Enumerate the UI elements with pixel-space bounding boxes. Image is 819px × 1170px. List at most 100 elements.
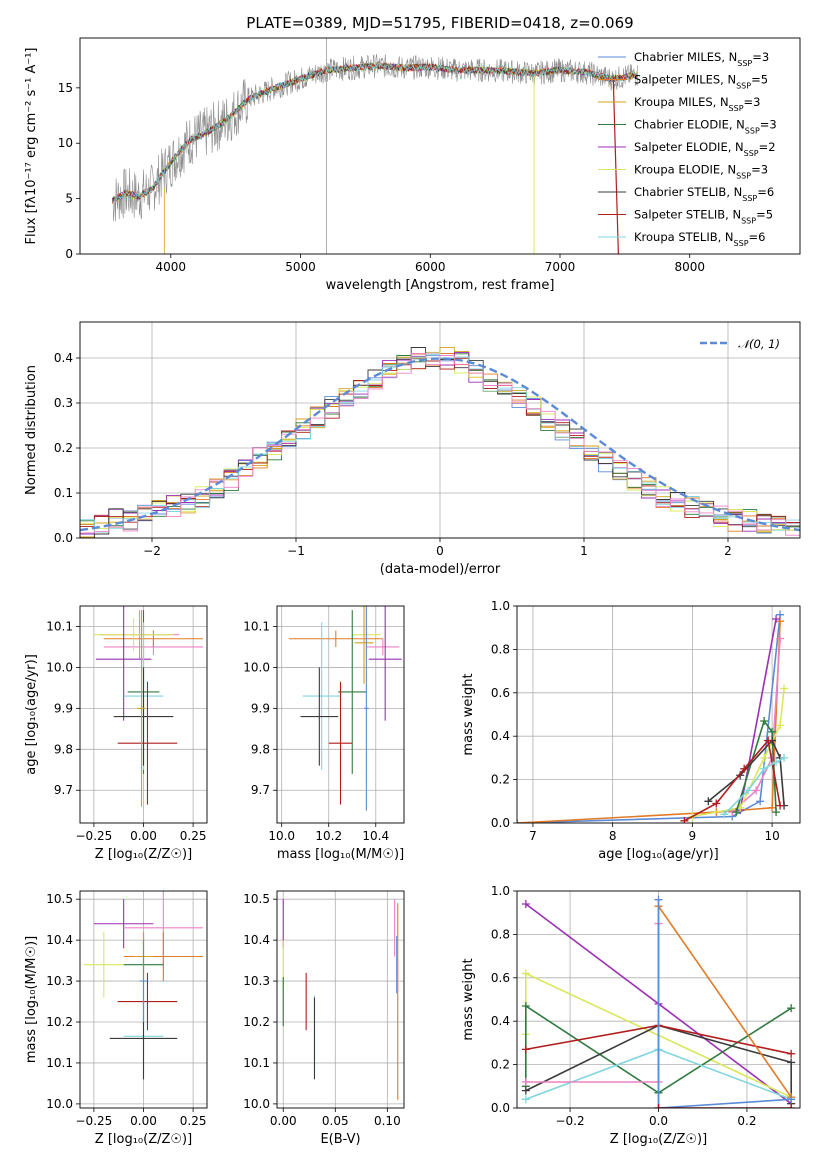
x-tick-label: 1: [580, 544, 588, 558]
x-axis-label: E(B-V): [320, 1132, 360, 1147]
y-tick-label: 0.0: [54, 531, 73, 545]
x-tick-label: −0.25: [76, 829, 113, 843]
plot-area: [83, 891, 204, 1080]
x-tick-label: 10.0: [268, 829, 295, 843]
y-tick-label: 0.2: [54, 441, 73, 455]
y-tick-label: 10.1: [46, 1056, 73, 1070]
plot-frame: [276, 890, 405, 1109]
legend-entry: 𝒩(0, 1): [738, 337, 780, 351]
x-axis-label: Z [log₁₀(Z/Z☉)]: [610, 1132, 707, 1147]
plot-area: [282, 899, 399, 1100]
weight-marker: [732, 808, 741, 817]
y-tick-label: 0.4: [54, 351, 73, 365]
model-spectrum-5: [112, 62, 638, 204]
weight-series-3: [525, 1024, 792, 1104]
weight-marker: [772, 758, 781, 767]
y-tick-label: 10.4: [243, 933, 270, 947]
legend-entry: Chabrier MILES, NSSP=3: [634, 50, 769, 68]
y-tick-label: 10.4: [46, 933, 73, 947]
model-spectrum-4: [112, 62, 638, 204]
x-tick-label: 10: [764, 829, 779, 843]
y-tick-label: 10.0: [46, 660, 73, 674]
weight-marker: [756, 797, 765, 806]
weight-marker: [521, 1086, 530, 1095]
model-spectrum-1: [112, 61, 638, 204]
weight-marker: [787, 1049, 796, 1058]
model-spectrum-6: [112, 62, 638, 201]
weight-marker: [521, 969, 530, 978]
legend-entry: Salpeter ELODIE, NSSP=2: [634, 140, 776, 158]
y-tick-label: 1.0: [491, 599, 510, 613]
legend-entry: Kroupa ELODIE, NSSP=3: [634, 163, 768, 181]
y-tick-label: 1.0: [491, 884, 510, 898]
weight-marker: [521, 1002, 530, 1011]
model-spectrum-3: [112, 62, 638, 203]
x-tick-label: 8000: [674, 260, 705, 274]
model-spectrum-7: [112, 61, 638, 204]
x-axis-label: Z [log₁₀(Z/Z☉)]: [95, 847, 192, 862]
chart-mass-vs-Z: −0.25 0.00 0.25 10.0 10.1 10.2 10.3 10.4 10.5 Z […: [24, 890, 208, 1147]
weight-marker: [740, 764, 749, 773]
model-spectrum-0: [112, 61, 638, 204]
y-tick-label: 10.1: [243, 619, 270, 633]
y-tick-label: 10.5: [243, 892, 270, 906]
y-tick-label: 10.0: [46, 1097, 73, 1111]
chart-title: PLATE=0389, MJD=51795, FIBERID=0418, z=0…: [246, 14, 633, 32]
y-tick-label: 10: [58, 136, 73, 150]
y-axis-label: mass [log₁₀(M/M☉)]: [24, 936, 39, 1063]
plot-frame: [276, 605, 405, 824]
x-tick-label: 0.05: [322, 1114, 349, 1128]
weight-marker: [744, 786, 753, 795]
y-tick-label: 9.8: [251, 742, 270, 756]
y-tick-label: 9.8: [54, 742, 73, 756]
weight-series-8: [657, 899, 792, 1108]
y-tick-label: 0.0: [491, 1101, 510, 1115]
y-axis-label: age [log₁₀(age/yr)]: [24, 654, 39, 775]
model-spectrum-8: [112, 62, 638, 204]
x-tick-label: 6000: [415, 260, 446, 274]
x-tick-label: 9: [689, 829, 697, 843]
weight-marker: [760, 764, 769, 773]
x-tick-label: 0.2: [737, 1114, 756, 1128]
weight-marker: [776, 801, 785, 810]
weight-marker: [760, 717, 769, 726]
x-tick-label: −0.25: [76, 1114, 113, 1128]
plot-area: [521, 895, 796, 1108]
x-tick-label: 8: [609, 829, 617, 843]
weight-marker: [768, 727, 777, 736]
plot-area: [112, 38, 638, 254]
weight-series-0: [517, 614, 781, 823]
weight-marker: [521, 1077, 530, 1086]
model-line-drop: [612, 76, 619, 254]
x-tick-label: 0.25: [180, 1114, 207, 1128]
weight-marker: [654, 895, 663, 904]
y-tick-label: 0.0: [491, 816, 510, 830]
x-tick-label: 0.0: [649, 1114, 668, 1128]
y-tick-label: 10.2: [243, 1015, 270, 1029]
y-tick-label: 10.0: [243, 660, 270, 674]
weight-marker: [780, 753, 789, 762]
chart-histogram: 𝒩(0, 1) −2 −1 0 1 2 0.0 0.1 0.2 0.3 0.4 (data-model…: [24, 321, 801, 577]
weight-marker: [787, 1104, 796, 1108]
x-tick-label: 5000: [285, 260, 316, 274]
weight-marker: [680, 816, 689, 823]
chart-massweight-vs-age: 7 8 9 10 0.0 0.2 0.4 0.6 0.8 1.0 age [log₁₀(age/yr…: [461, 599, 801, 862]
y-tick-label: 10.2: [46, 1015, 73, 1029]
normal-curve: [80, 357, 800, 532]
weight-marker: [776, 634, 785, 643]
x-tick-label: 10.2: [315, 829, 342, 843]
x-tick-label: 7000: [545, 260, 576, 274]
plot-area: [93, 606, 204, 807]
x-tick-label: −2: [143, 544, 161, 558]
y-tick-label: 5: [65, 192, 73, 206]
weight-marker: [776, 721, 785, 730]
x-tick-label: 2: [724, 544, 732, 558]
y-tick-label: 9.9: [251, 701, 270, 715]
y-axis-label: mass weight: [461, 958, 476, 1040]
weight-marker: [787, 1058, 796, 1067]
plot-frame: [516, 605, 801, 824]
y-tick-label: 15: [58, 81, 73, 95]
y-tick-label: 0.8: [491, 927, 510, 941]
y-tick-label: 9.7: [54, 783, 73, 797]
legend-entry: Chabrier STELIB, NSSP=6: [634, 185, 774, 203]
